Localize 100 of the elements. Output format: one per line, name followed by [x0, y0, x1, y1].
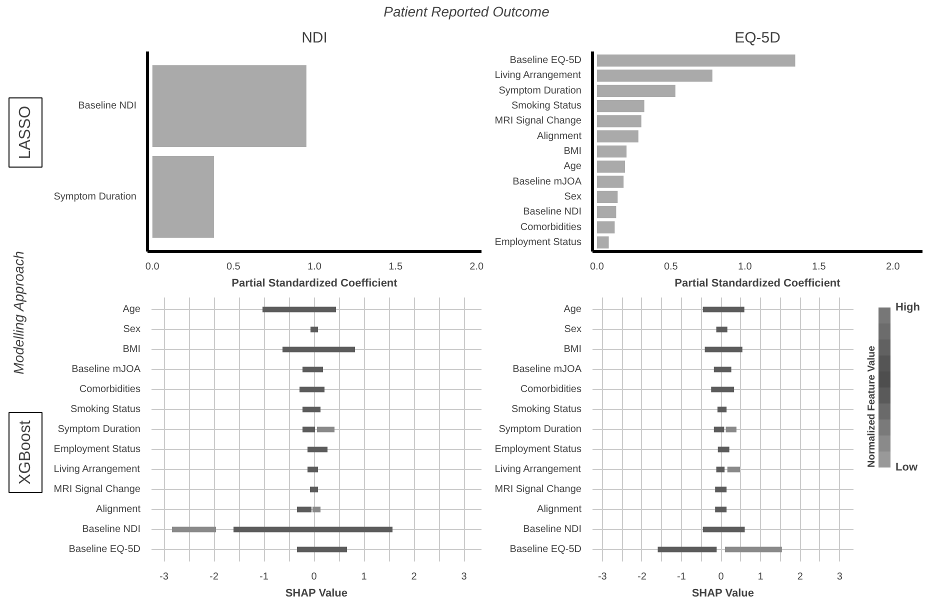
x-tick-label: -2 — [637, 572, 647, 582]
x-axis-title: SHAP Value — [692, 588, 754, 600]
bar — [596, 84, 676, 97]
bar — [702, 526, 745, 532]
color-bar-label: Low — [896, 462, 918, 474]
bar — [297, 546, 347, 552]
bar — [317, 426, 334, 432]
bar — [282, 346, 355, 352]
x-tick-label: 1.0 — [738, 262, 752, 272]
y-tick-label: Sex — [564, 324, 582, 335]
x-tick-label: 1.5 — [388, 262, 403, 272]
x-axis-title: SHAP Value — [285, 588, 348, 600]
bar — [704, 346, 742, 352]
x-tick-label: 2 — [797, 572, 804, 582]
y-tick-label: Smoking Status — [70, 404, 141, 415]
bar — [714, 426, 724, 432]
y-tick-label: Baseline mJOA — [512, 364, 582, 375]
x-axis-title: Partial Standardized Coefficient — [674, 278, 841, 290]
y-tick-label: Living Arrangement — [494, 70, 582, 82]
bar — [596, 160, 626, 173]
text: Modelling Approach — [10, 250, 26, 374]
chart-title: EQ-5D — [734, 30, 781, 46]
bar — [596, 221, 615, 234]
y-tick-label: MRI Signal Change — [54, 484, 141, 495]
bar — [596, 130, 638, 142]
bar — [658, 546, 717, 552]
y-tick-label: Symptom Duration — [498, 85, 582, 96]
y-tick-label: Age — [564, 304, 582, 315]
x-tick-label: 0.0 — [145, 262, 160, 272]
y-tick-label: Alignment — [537, 130, 582, 142]
y-tick-label: Baseline mJOA — [72, 364, 141, 375]
bar — [596, 145, 627, 158]
bar — [714, 366, 732, 372]
y-tick-label: BMI — [122, 344, 141, 355]
y-tick-label: Baseline NDI — [78, 100, 136, 112]
y-tick-label: Alignment — [96, 504, 141, 515]
x-tick-label: 2.0 — [470, 262, 484, 272]
x-tick-label: 0 — [311, 572, 318, 582]
bar — [726, 426, 736, 432]
y-tick-label: Baseline NDI — [82, 524, 140, 535]
y-tick-label: Symptom Duration — [54, 191, 137, 202]
bar — [302, 366, 323, 372]
bar — [302, 406, 320, 412]
y-tick-label: Smoking Status — [511, 100, 582, 112]
bar — [702, 306, 744, 312]
x-tick-label: 1 — [361, 572, 368, 582]
x-tick-label: 3 — [836, 572, 843, 582]
bar — [715, 506, 727, 512]
bar — [262, 306, 336, 312]
bar — [310, 486, 318, 492]
chart-title: NDI — [302, 30, 328, 46]
x-tick-label: 1.5 — [812, 262, 826, 272]
bar — [715, 486, 727, 492]
text: Patient Reported Outcome — [384, 4, 550, 20]
bar — [596, 115, 642, 128]
x-tick-label: -3 — [160, 572, 169, 582]
bar — [312, 506, 320, 512]
y-tick-label: BMI — [564, 344, 582, 355]
x-tick-label: -3 — [598, 572, 608, 582]
y-tick-label: Symptom Duration — [498, 424, 582, 435]
bar — [297, 506, 312, 512]
bar — [716, 326, 728, 332]
y-tick-label: Employment Status — [54, 444, 141, 455]
y-tick-label: Baseline EQ-5D — [68, 544, 141, 555]
y-tick-label: BMI — [564, 146, 582, 157]
x-tick-label: 0.0 — [590, 262, 604, 272]
y-tick-label: Sex — [123, 324, 141, 335]
bar — [302, 426, 315, 432]
x-tick-label: 0.5 — [226, 262, 241, 272]
bar — [596, 70, 712, 82]
y-tick-label: MRI Signal Change — [494, 484, 582, 495]
x-tick-label: -1 — [677, 572, 686, 582]
x-tick-label: -2 — [210, 572, 219, 582]
bar — [308, 466, 318, 472]
y-tick-label: Age — [122, 304, 141, 315]
bar — [596, 236, 609, 248]
y-tick-label: Living Arrangement — [54, 464, 140, 475]
x-axis-title: Partial Standardized Coefficient — [232, 278, 398, 290]
y-tick-label: Baseline NDI — [523, 524, 582, 535]
x-tick-label: 1 — [758, 572, 764, 582]
y-tick-label: Smoking Status — [511, 404, 582, 415]
y-tick-label: Baseline mJOA — [512, 176, 582, 188]
y-tick-label: Comorbidities — [520, 384, 582, 395]
text: XGBoost — [17, 420, 34, 485]
y-tick-label: Baseline NDI — [523, 206, 582, 218]
y-tick-label: Sex — [564, 191, 582, 202]
bar — [596, 100, 644, 112]
bar — [716, 466, 725, 472]
bar — [727, 466, 740, 472]
y-tick-label: Symptom Duration — [58, 424, 141, 435]
y-tick-label: Comorbidities — [79, 384, 141, 395]
x-tick-label: 0 — [718, 572, 724, 582]
y-tick-label: Living Arrangement — [494, 464, 582, 475]
y-tick-label: Baseline EQ-5D — [510, 55, 582, 66]
x-tick-label: 0.5 — [664, 262, 678, 272]
x-tick-label: 3 — [461, 572, 468, 582]
y-tick-label: Age — [564, 161, 582, 172]
bar — [310, 326, 318, 332]
y-tick-label: MRI Signal Change — [494, 116, 582, 127]
bar — [300, 386, 324, 392]
